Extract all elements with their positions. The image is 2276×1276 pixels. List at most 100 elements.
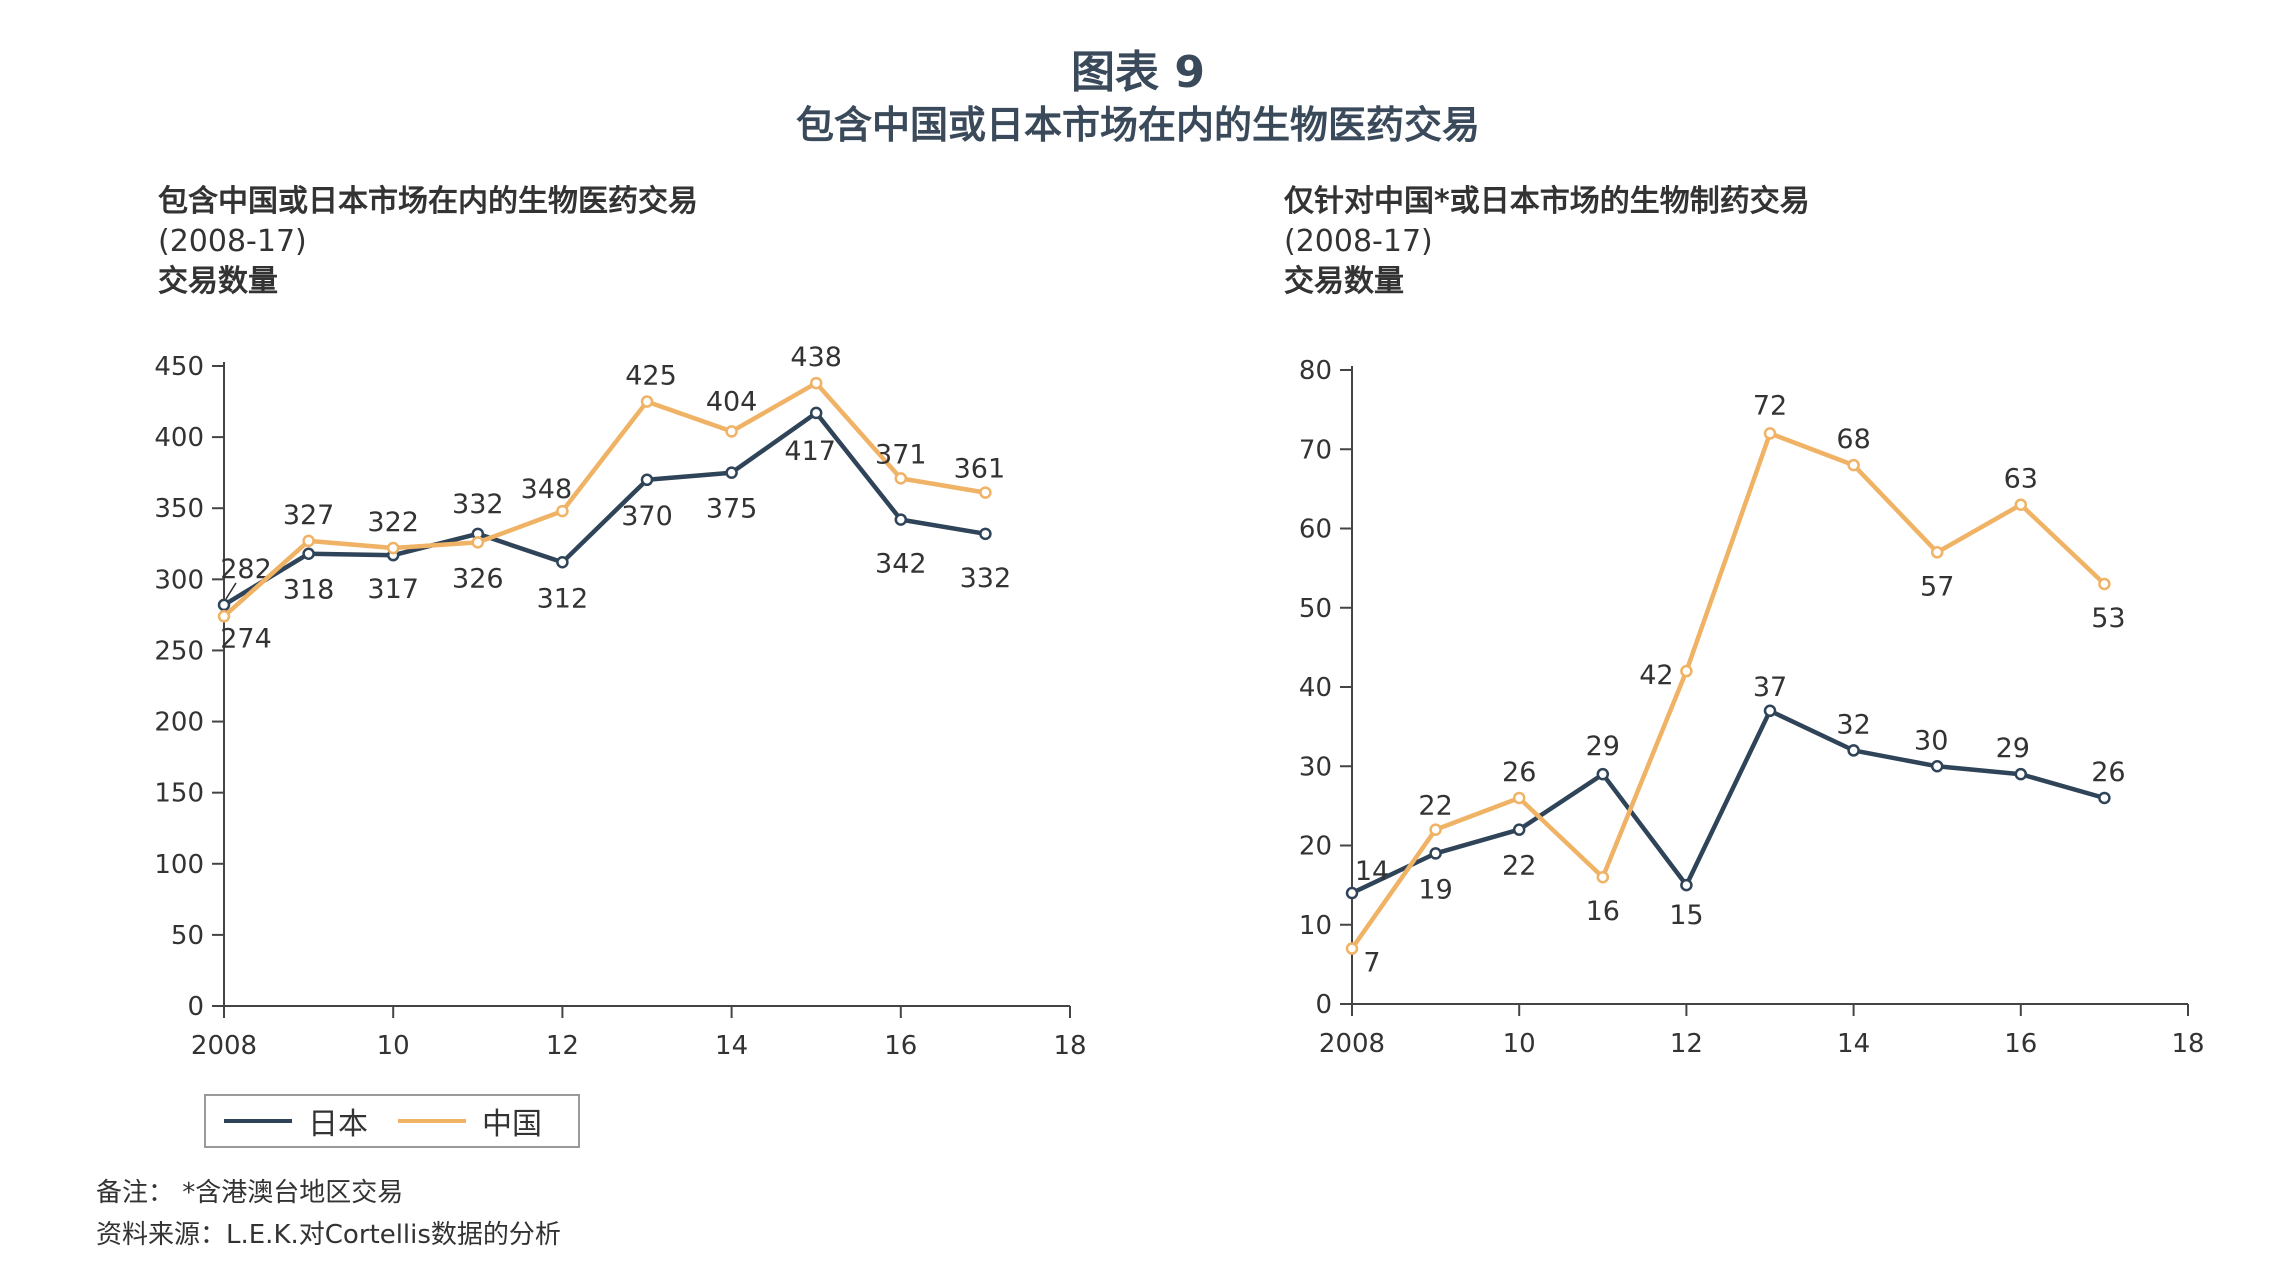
- right-x-tick-label: 12: [1670, 1029, 1703, 1059]
- left-data-label-japan: 332: [960, 563, 1012, 594]
- left-point-japan: [217, 598, 231, 612]
- right-point-japan: [1596, 767, 1610, 781]
- chart-legend: 日本 中国: [204, 1094, 580, 1148]
- left-data-label-china: 425: [625, 361, 677, 392]
- left-data-label-china: 322: [367, 507, 419, 538]
- right-y-tick-label: 10: [1299, 911, 1332, 941]
- right-data-label-japan: 14: [1355, 856, 1389, 887]
- left-chart-title: 包含中国或日本市场在内的生物医药交易: [158, 184, 698, 219]
- right-data-label-japan: 29: [1586, 731, 1620, 762]
- right-y-tick-label: 80: [1299, 356, 1332, 386]
- right-point-china: [1429, 823, 1442, 836]
- left-data-label-japan: 312: [537, 583, 589, 614]
- footnote: 备注： *含港澳台地区交易: [96, 1178, 404, 1208]
- right-x-tick-label: 18: [2171, 1029, 2204, 1059]
- right-point-japan: [1512, 823, 1526, 836]
- right-point-china: [1847, 458, 1860, 472]
- left-point-japan: [640, 473, 654, 487]
- right-y-tick-label: 50: [1299, 594, 1332, 624]
- right-data-label-japan: 22: [1502, 851, 1536, 882]
- right-x-tick-label: 14: [1837, 1029, 1870, 1059]
- right-point-china: [1345, 942, 1359, 955]
- right-point-japan: [1763, 704, 1777, 718]
- right-data-label-japan: 30: [1914, 725, 1948, 756]
- left-y-tick-label: 450: [154, 352, 204, 382]
- right-data-label-china: 68: [1836, 424, 1870, 455]
- right-point-japan: [1345, 886, 1359, 900]
- right-point-china: [1680, 664, 1693, 678]
- right-point-japan: [2014, 767, 2028, 781]
- right-data-label-china: 22: [1418, 791, 1452, 822]
- right-point-china: [1512, 791, 1526, 805]
- left-x-tick-label: 16: [884, 1031, 917, 1061]
- left-chart-header: 包含中国或日本市场在内的生物医药交易 (2008-17) 交易数量: [158, 182, 698, 302]
- right-point-japan: [1847, 744, 1860, 757]
- left-data-label-japan: 370: [621, 501, 673, 532]
- right-data-label-china: 63: [2004, 464, 2038, 495]
- left-y-tick-label: 200: [154, 708, 204, 738]
- right-y-tick-label: 70: [1299, 435, 1332, 465]
- right-data-label-china: 57: [1920, 571, 1954, 602]
- legend-label-china: 中国: [482, 1107, 542, 1142]
- left-data-label-china: 371: [875, 439, 927, 470]
- left-data-label-china: 361: [954, 454, 1006, 485]
- right-data-label-china: 53: [2091, 603, 2125, 634]
- right-y-tick-label: 0: [1315, 990, 1332, 1020]
- right-point-japan: [2098, 791, 2111, 805]
- right-chart-period: (2008-17): [1284, 224, 1433, 259]
- right-chart-ylabel: 交易数量: [1284, 264, 1404, 299]
- right-data-label-japan: 32: [1836, 709, 1870, 740]
- legend-swatch-japan: [224, 1119, 292, 1123]
- left-data-label-china: 404: [706, 386, 758, 417]
- left-y-tick-label: 100: [154, 850, 204, 880]
- left-x-tick-label: 10: [377, 1031, 410, 1061]
- left-point-china: [471, 536, 485, 549]
- right-x-tick-label: 16: [2004, 1029, 2037, 1059]
- right-point-japan: [1429, 847, 1442, 860]
- left-point-japan: [979, 527, 992, 541]
- left-point-japan: [725, 466, 738, 479]
- left-point-japan: [556, 556, 569, 569]
- left-point-china: [809, 376, 823, 390]
- left-point-china: [640, 395, 654, 408]
- left-data-label-japan: 342: [875, 549, 927, 580]
- right-point-china: [1596, 870, 1610, 884]
- left-data-label-japan: 317: [367, 574, 419, 605]
- figure-title: 图表 9: [1071, 47, 1205, 98]
- left-point-china: [894, 472, 908, 485]
- left-y-tick-label: 250: [154, 636, 204, 666]
- left-series-line-china: [222, 380, 986, 618]
- left-point-japan: [302, 547, 315, 560]
- right-point-china: [2098, 577, 2111, 591]
- left-y-tick-label: 400: [154, 423, 204, 453]
- left-y-tick-label: 50: [171, 921, 204, 951]
- right-data-label-japan: 19: [1418, 874, 1452, 905]
- right-x-tick-label: 10: [1503, 1029, 1536, 1059]
- right-data-label-china: 72: [1753, 390, 1787, 421]
- left-data-label-japan: 375: [706, 494, 758, 525]
- right-point-japan: [1680, 878, 1693, 892]
- figure-subtitle: 包含中国或日本市场在内的生物医药交易: [795, 103, 1480, 147]
- left-point-japan: [809, 406, 823, 420]
- left-x-tick-label: 12: [546, 1031, 579, 1061]
- right-x-tick-label: 2008: [1319, 1029, 1385, 1059]
- left-y-tick-label: 300: [154, 565, 204, 595]
- right-data-label-china: 42: [1639, 660, 1673, 691]
- right-chart-header: 仅针对中国*或日本市场的生物制药交易 (2008-17) 交易数量: [1284, 182, 1810, 302]
- right-point-japan: [1930, 760, 1944, 773]
- right-data-label-china: 26: [1502, 757, 1536, 788]
- left-data-label-japan: 417: [784, 436, 836, 467]
- left-data-label-japan: 332: [452, 489, 504, 520]
- left-chart-ylabel: 交易数量: [158, 264, 278, 299]
- right-point-china: [1763, 427, 1777, 440]
- right-data-label-japan: 15: [1669, 900, 1703, 931]
- left-x-tick-label: 18: [1053, 1031, 1086, 1061]
- right-data-label-japan: 26: [2091, 757, 2125, 788]
- right-chart-title: 仅针对中国*或日本市场的生物制药交易: [1284, 184, 1810, 219]
- source-note: 资料来源：L.E.K.对Cortellis数据的分析: [96, 1220, 561, 1250]
- left-x-tick-label: 2008: [191, 1031, 257, 1061]
- left-data-label-china: 326: [452, 563, 504, 594]
- legend-item-china: 中国: [398, 1099, 542, 1143]
- left-data-label-japan: 318: [283, 575, 335, 606]
